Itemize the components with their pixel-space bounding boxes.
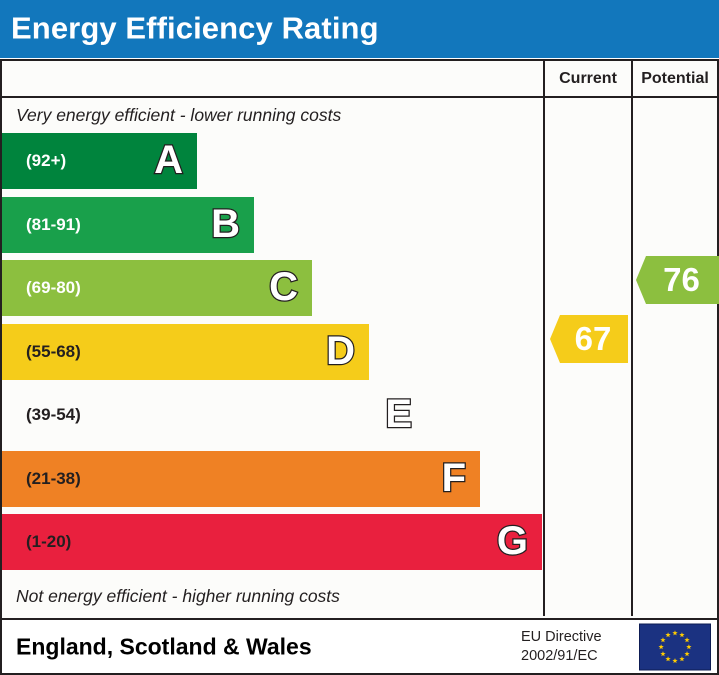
footer-eu-directive: EU Directive 2002/91/EC [521,627,602,665]
footer-region-label: England, Scotland & Wales [16,633,312,659]
rating-band-letter-e: E [384,392,413,437]
chart-footer: England, Scotland & Wales EU Directive 2… [2,618,717,673]
eu-flag-stars [658,629,692,663]
rating-band-letter-a: A [153,138,184,183]
rating-band-a: (92+) A [2,133,197,189]
rating-band-letter-g: G [496,519,530,564]
eu-flag-icon [639,623,711,670]
rating-band-range-f: (21-38) [26,468,81,488]
column-divider-potential [631,98,633,616]
page-title: Energy Efficiency Rating [11,10,379,46]
chart-table-frame: Current Potential Very energy efficient … [0,59,719,675]
footer-eu-directive-line1: EU Directive [521,628,602,645]
chart-title-bar: Energy Efficiency Rating [0,0,719,58]
rating-band-e: (39-54) E [2,387,426,443]
caption-not-efficient: Not energy efficient - higher running co… [16,586,340,606]
rating-band-range-c: (69-80) [26,278,81,297]
rating-band-c: (69-80) C [2,260,312,316]
rating-band-d: (55-68) D [2,323,369,380]
footer-eu-directive-line2: 2002/91/EC [521,647,598,664]
current-rating-value: 67 [574,319,612,357]
rating-bands: (92+) A (81-91) B (69-80) C (55-68) D (39-54) E (2… [2,133,543,580]
rating-band-f: (21-38) F [2,450,480,507]
column-header-potential: Potential [631,61,717,96]
rating-band-g: (1-20) G [2,514,542,570]
rating-band-range-d: (55-68) [26,341,81,361]
rating-band-letter-c: C [268,265,299,310]
column-header-current-label: Current [559,69,617,87]
column-header-row: Current Potential [2,61,717,98]
column-divider-current [543,98,545,616]
caption-very-efficient: Very energy efficient - lower running co… [16,105,342,125]
potential-rating-badge: 76 [636,256,719,304]
rating-band-b: (81-91) B [2,196,254,253]
column-header-current: Current [543,61,631,96]
rating-band-range-b: (81-91) [26,214,81,234]
current-rating-badge: 67 [550,315,628,363]
potential-rating-value: 76 [663,260,700,298]
rating-band-range-a: (92+) [26,151,67,170]
rating-band-letter-d: D [325,328,356,373]
rating-band-letter-b: B [210,201,241,246]
column-header-potential-label: Potential [641,69,709,87]
rating-band-range-e: (39-54) [26,405,81,424]
rating-band-range-g: (1-20) [26,532,72,551]
rating-band-letter-f: F [440,455,467,500]
